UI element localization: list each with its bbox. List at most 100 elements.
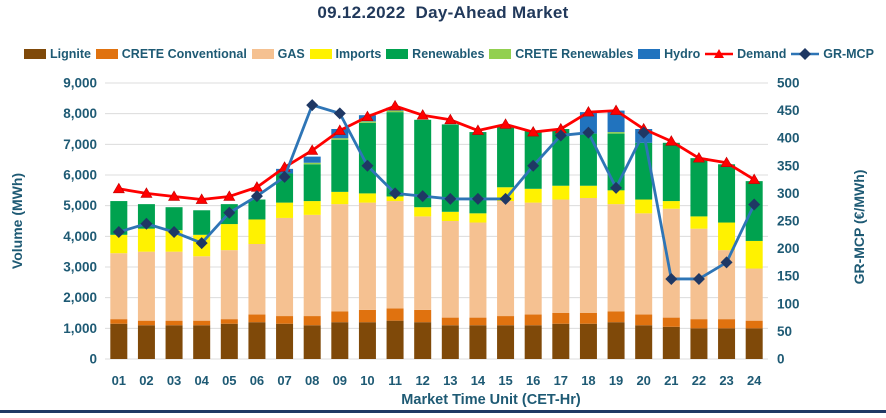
x-axis-tick: 08 [305,373,319,388]
demand-point [499,118,512,129]
x-axis-tick: 01 [112,373,126,388]
gr-mcp-point [499,192,512,205]
bar-segment-lignite [331,322,349,359]
left-axis-tick: 1,000 [63,321,97,336]
left-axis-tick: 3,000 [63,260,97,275]
demand-point [720,156,733,168]
bar-segment-crete-conventional [607,311,625,323]
bar-segment-renewables [524,130,542,189]
bar-segment-lignite [718,328,736,359]
left-axis-tick: 2,000 [63,290,97,305]
bar-segment-hydro [303,156,321,163]
bar-segment-imports [579,185,597,198]
bar-segment-gas [165,251,183,321]
legend-item-lignite: Lignite [24,47,91,61]
gr-mcp-point [665,272,678,285]
demand-point [665,135,678,146]
chart-legend: Lignite CRETE Conventional GAS Imports Renew… [24,44,874,64]
gr-mcp-point [554,129,567,142]
bar-segment-lignite [137,325,155,359]
bar-segment-crete-conventional [441,317,459,326]
bar-segment-gas [358,202,376,310]
bar-segment-crete-renewables [386,110,404,113]
demand-point [692,152,705,163]
bar-segment-imports [110,234,128,254]
x-axis-tick: 02 [139,373,153,388]
demand-point [140,187,153,198]
bottom-border-line [0,410,886,413]
bar-segment-renewables [662,142,680,202]
bar-segment-hydro [607,110,625,133]
bar-segment-renewables [193,210,211,235]
bar-segment-renewables [331,139,349,192]
demand-point [195,193,208,204]
right-axis-title: GR-MCP (€/MWh) [851,169,867,285]
bar-segment-gas [331,204,349,312]
left-axis-tick: 9,000 [63,76,97,91]
bar-segment-gas [662,208,680,318]
x-axis-tick: 15 [498,373,512,388]
imports-legend-icon [309,49,332,59]
bar-segment-crete-conventional [662,317,680,327]
bar-segment-crete-renewables [331,138,349,140]
left-axis-tick: 6,000 [63,168,97,183]
bar-segment-lignite [690,328,708,359]
gr-mcp-point [416,190,429,203]
bar-segment-renewables [441,124,459,212]
bar-segment-lignite [414,322,432,359]
x-axis-tick: 12 [415,373,429,388]
bar-segment-lignite [193,325,211,359]
bar-segment-renewables [303,164,321,202]
left-axis-tick: 0 [89,352,97,367]
x-axis-tick: 13 [443,373,457,388]
bar-segment-crete-renewables [358,121,376,123]
right-axis-tick: 100 [777,296,800,311]
x-axis-tick: 03 [167,373,181,388]
right-axis-tick: 200 [777,241,800,256]
bar-segment-imports [358,193,376,203]
demand-point [444,113,457,125]
legend-item-gr_mcp: GR-MCP [791,47,874,61]
bar-segment-lignite [607,322,625,359]
right-axis-tick: 300 [777,186,800,201]
legend-label: CRETE Renewables [515,47,634,61]
bar-segment-gas [441,221,459,318]
gr-mcp-point [748,198,761,211]
bar-segment-crete-conventional [331,311,349,323]
bar-segment-renewables [579,133,597,186]
bar-segment-renewables [469,132,487,214]
bar-segment-lignite [110,323,128,359]
bar-segment-lignite [635,325,653,359]
right-axis-tick: 250 [777,214,800,229]
bar-segment-crete-conventional [469,317,487,326]
bar-segment-crete-conventional [276,316,294,324]
x-axis-tick: 23 [719,373,733,388]
legend-label: Imports [335,47,382,61]
bar-segment-renewables [110,201,128,235]
legend-item-hydro: Hydro [638,47,700,61]
bar-segment-gas [193,256,211,321]
bar-segment-imports [248,219,266,244]
bar-segment-gas [718,250,736,320]
bar-segment-imports [607,190,625,205]
gr_mcp-legend-icon [791,48,820,60]
bar-segment-renewables [552,129,570,186]
bar-segment-renewables [718,164,736,223]
bar-segment-crete-conventional [497,316,515,326]
x-axis-tick: 09 [333,373,347,388]
bar-segment-gas [137,251,155,321]
bar-segment-renewables [386,112,404,197]
gas-legend-icon [251,49,274,59]
bar-segment-renewables [745,181,763,241]
demand-point [306,144,319,155]
gr-mcp-point [471,192,484,205]
bar-segment-imports [220,224,238,251]
demand-point [471,124,484,135]
x-axis-tick: 20 [636,373,650,388]
x-axis-tick: 10 [360,373,374,388]
bar-segment-gas [276,217,294,317]
bar-segment-crete-conventional [137,320,155,326]
bar-segment-gas [745,268,763,321]
bar-segment-crete-conventional [165,320,183,326]
bar-segment-crete-conventional [745,320,763,329]
